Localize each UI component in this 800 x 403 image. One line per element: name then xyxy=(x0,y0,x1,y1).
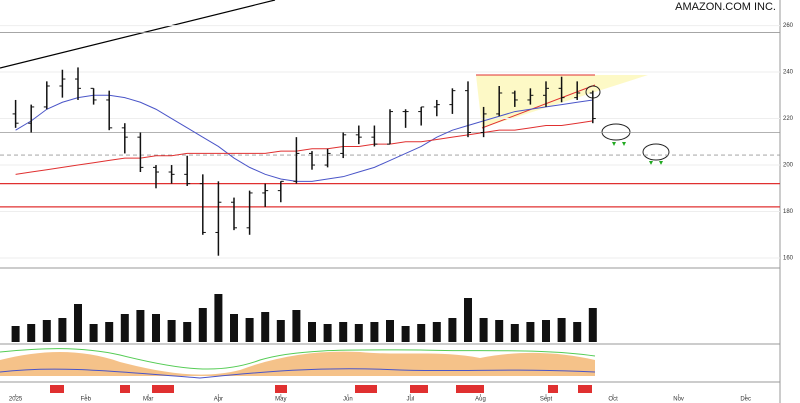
x-tick-label: Feb xyxy=(81,397,92,403)
y-tick-label: 240 xyxy=(783,70,794,76)
y-tick-label: 180 xyxy=(783,209,794,215)
y-tick-label: 220 xyxy=(783,116,794,122)
volume-bar xyxy=(448,318,457,342)
volume-bar xyxy=(27,324,36,342)
volume-bar xyxy=(573,322,582,342)
volume-bar xyxy=(370,322,379,342)
x-tick-label: Jul xyxy=(406,397,414,403)
volume-bar xyxy=(495,320,504,342)
volume-bar xyxy=(214,294,223,342)
volume-bar xyxy=(11,326,20,342)
volume-bar xyxy=(89,324,98,342)
y-tick-label: 200 xyxy=(783,163,794,169)
volume-bar xyxy=(386,320,394,342)
volume-bar xyxy=(354,324,363,342)
volume-bar xyxy=(464,298,472,342)
volume-bar xyxy=(292,310,301,342)
indicator-area xyxy=(0,351,595,376)
volume-bar xyxy=(339,322,348,342)
x-tick-label: Aug xyxy=(475,397,486,403)
volume-bar xyxy=(432,322,441,342)
volume-bar xyxy=(526,322,535,342)
volume-bar xyxy=(198,308,207,342)
volume-bar xyxy=(417,324,426,342)
ma-line xyxy=(15,94,593,182)
volume-bar xyxy=(42,320,51,342)
indicator-line xyxy=(0,348,596,370)
volume-bar xyxy=(323,324,332,342)
volume-bar xyxy=(542,320,550,342)
x-tick-label: Nov xyxy=(673,397,684,403)
volume-bar xyxy=(58,318,67,342)
y-tick-label: 160 xyxy=(783,256,794,262)
volume-bar xyxy=(276,320,285,342)
x-tick-label: Mar xyxy=(143,397,153,403)
trendline xyxy=(0,0,276,69)
volume-bar xyxy=(510,324,519,342)
volume-bar xyxy=(245,318,254,342)
volume-bar xyxy=(401,326,410,342)
x-tick-label: Apr xyxy=(214,397,223,403)
triangle-bottom xyxy=(481,84,596,129)
x-tick-label: 2025 xyxy=(9,397,23,403)
x-tick-label: May xyxy=(275,397,286,403)
volume-bar xyxy=(557,318,566,342)
volume-bar xyxy=(120,314,129,342)
volume-bar xyxy=(105,322,114,342)
volume-bar xyxy=(479,318,488,342)
signals xyxy=(50,385,592,393)
ma-line xyxy=(15,120,593,175)
x-tick-label: Oct xyxy=(608,397,618,403)
volume-bar xyxy=(230,314,238,342)
circle xyxy=(642,143,670,161)
volume-bar xyxy=(308,322,316,342)
x-tick-label: Jun xyxy=(343,397,353,403)
x-tick-label: Sept xyxy=(540,397,553,403)
volume-bar xyxy=(261,312,270,342)
volume-bar xyxy=(152,314,160,342)
x-tick-label: Dec xyxy=(740,397,751,403)
volume-bar xyxy=(183,322,192,342)
volume-bar xyxy=(74,304,82,342)
circle xyxy=(601,123,631,141)
volume-bar xyxy=(167,320,176,342)
volume-bar xyxy=(588,308,597,342)
indicator-line xyxy=(0,368,596,379)
volume-bar xyxy=(136,310,145,342)
chart-title: AMAZON.COM INC. xyxy=(675,1,776,13)
y-tick-label: 260 xyxy=(783,23,794,29)
